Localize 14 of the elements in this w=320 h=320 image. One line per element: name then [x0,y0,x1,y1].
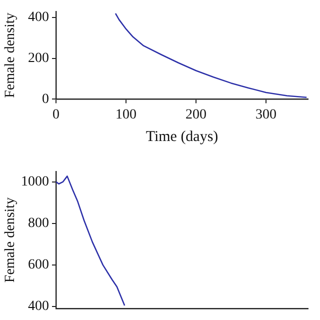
y-tick-label: 400 [28,10,49,26]
y-tick-label: 0 [42,92,49,107]
x-axis-title: Time (days) [146,128,218,145]
y-axis-title: Female density [3,12,18,98]
x-tick-label: 0 [52,107,60,122]
x-tick-label: 300 [256,107,276,122]
y-axis-title: Female density [3,197,18,283]
x-tick-label: 100 [116,107,136,122]
y-tick-label: 600 [28,258,49,273]
y-tick-label: 200 [28,51,49,66]
y-tick-label: 400 [28,299,49,314]
y-tick-label: 1000 [21,174,49,190]
y-tick-label: 800 [28,216,49,232]
x-tick-label: 200 [186,107,206,122]
